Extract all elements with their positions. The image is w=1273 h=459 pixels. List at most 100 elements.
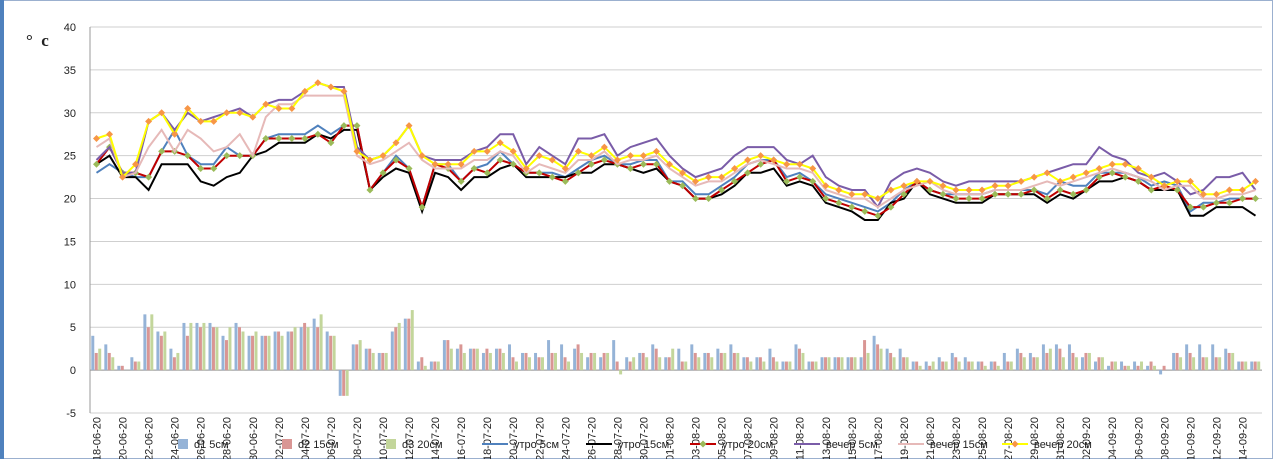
marker bbox=[93, 135, 101, 143]
bar bbox=[459, 344, 463, 371]
bar bbox=[924, 361, 928, 371]
marker bbox=[288, 135, 296, 143]
bar bbox=[221, 335, 225, 371]
marker bbox=[822, 195, 830, 203]
bar bbox=[599, 357, 603, 371]
bar bbox=[98, 348, 102, 371]
marker bbox=[1134, 165, 1142, 173]
x-tick-label: 27-08-20 bbox=[1003, 417, 1015, 459]
bar bbox=[989, 361, 993, 371]
bar bbox=[898, 348, 902, 371]
marker bbox=[665, 177, 673, 185]
marker bbox=[496, 156, 504, 164]
bar bbox=[755, 357, 759, 371]
marker bbox=[93, 160, 101, 168]
x-tick-label: 13-08-20 bbox=[821, 417, 833, 459]
bar bbox=[449, 348, 453, 371]
marker bbox=[132, 160, 140, 168]
y-axis-label: ° c bbox=[26, 31, 49, 50]
bar bbox=[1015, 348, 1019, 371]
bar bbox=[338, 370, 342, 396]
x-tick-label: 12-07-20 bbox=[404, 417, 416, 459]
marker bbox=[913, 177, 921, 185]
x-tick-label: 07-08-20 bbox=[743, 417, 755, 459]
y-tick-label: 30 bbox=[64, 108, 76, 120]
marker bbox=[926, 186, 934, 194]
bar bbox=[833, 357, 837, 371]
x-tick-label: 20-07-20 bbox=[508, 417, 520, 459]
marker bbox=[587, 152, 595, 160]
marker bbox=[1095, 165, 1103, 173]
marker bbox=[288, 104, 296, 112]
marker bbox=[262, 100, 270, 108]
y-tick-label: 5 bbox=[70, 322, 76, 334]
bar bbox=[775, 361, 779, 371]
marker bbox=[796, 160, 804, 168]
bar bbox=[797, 348, 801, 371]
marker bbox=[978, 195, 986, 203]
marker bbox=[1108, 160, 1116, 168]
marker bbox=[301, 135, 309, 143]
marker bbox=[1030, 186, 1038, 194]
x-tick-label: 22-06-20 bbox=[144, 417, 156, 459]
bar bbox=[472, 348, 476, 371]
bar bbox=[680, 361, 684, 371]
bar bbox=[416, 361, 420, 371]
marker bbox=[692, 177, 700, 185]
x-tick-label: 31-08-20 bbox=[1055, 417, 1067, 459]
marker bbox=[1082, 169, 1090, 177]
marker bbox=[301, 87, 309, 95]
marker bbox=[1004, 182, 1012, 190]
bar bbox=[423, 365, 427, 371]
marker bbox=[197, 165, 205, 173]
bar bbox=[1035, 357, 1039, 371]
bar bbox=[267, 335, 271, 371]
marker bbox=[314, 79, 322, 87]
marker bbox=[405, 122, 413, 130]
bar bbox=[625, 357, 629, 371]
bar bbox=[169, 348, 173, 371]
marker bbox=[236, 152, 244, 160]
marker bbox=[783, 160, 791, 168]
bar bbox=[1185, 344, 1189, 371]
bar bbox=[1019, 352, 1023, 371]
marker bbox=[679, 169, 687, 177]
marker bbox=[1017, 177, 1025, 185]
bar bbox=[560, 344, 564, 371]
bar bbox=[1218, 357, 1222, 371]
bar bbox=[641, 352, 645, 371]
marker bbox=[1186, 203, 1194, 211]
bar bbox=[541, 357, 544, 371]
y-tick-label: 25 bbox=[64, 151, 76, 163]
marker bbox=[340, 122, 348, 130]
marker bbox=[1147, 173, 1155, 181]
legend-label: d3 20см bbox=[402, 439, 443, 451]
bar bbox=[1120, 361, 1124, 371]
bar bbox=[736, 352, 740, 371]
marker bbox=[652, 147, 660, 155]
bar bbox=[524, 352, 528, 371]
bar bbox=[329, 335, 333, 371]
bar bbox=[719, 352, 723, 371]
bar bbox=[1188, 352, 1192, 371]
bar bbox=[628, 361, 632, 371]
x-tick-label: 24-06-20 bbox=[170, 417, 182, 459]
bar bbox=[1061, 357, 1065, 371]
marker bbox=[1186, 177, 1194, 185]
marker bbox=[1121, 173, 1129, 181]
bar bbox=[1123, 365, 1127, 371]
marker bbox=[1251, 195, 1259, 203]
marker bbox=[1030, 173, 1038, 181]
y-tick-label: 20 bbox=[64, 194, 76, 206]
legend-label: утро 5см bbox=[514, 439, 559, 451]
bar bbox=[264, 335, 268, 371]
bar bbox=[511, 357, 515, 371]
bar bbox=[117, 365, 121, 371]
x-tick-label: 30-06-20 bbox=[248, 417, 260, 459]
bar bbox=[950, 352, 954, 371]
y-tick-label: -5 bbox=[66, 408, 76, 420]
marker bbox=[366, 156, 374, 164]
bar bbox=[723, 352, 727, 371]
bar bbox=[758, 357, 762, 371]
marker bbox=[1043, 195, 1051, 203]
